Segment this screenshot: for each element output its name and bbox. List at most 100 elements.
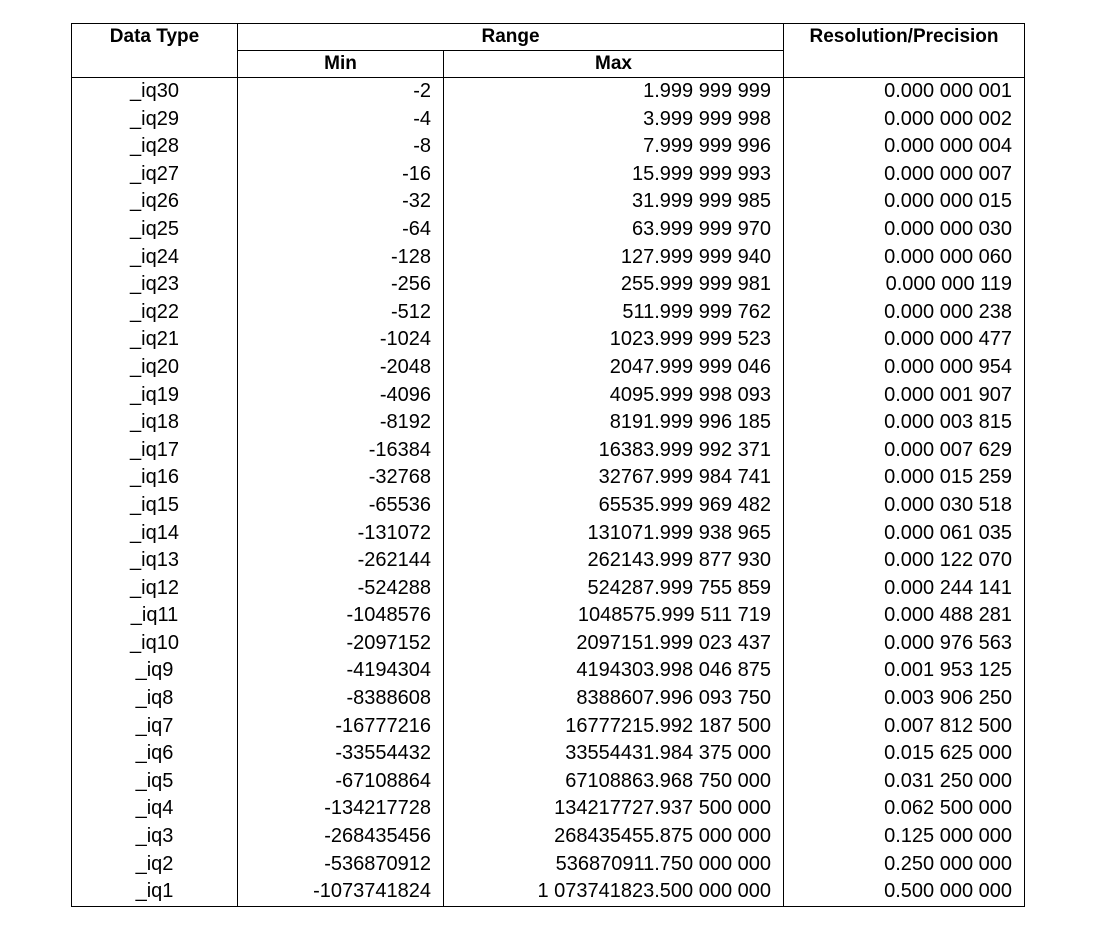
min-cell: -134217728 bbox=[237, 795, 444, 824]
data-type-header: Data Type bbox=[71, 23, 238, 78]
min-cell: -8 bbox=[237, 133, 444, 161]
min-cell: -524288 bbox=[237, 574, 444, 603]
table-row: _iq20 -2048 2047.999 999 046 0.000 000 954 bbox=[71, 353, 1026, 382]
resolution-cell: 0.000 000 954 bbox=[783, 353, 1026, 382]
max-cell: 65535.999 969 482 bbox=[442, 491, 785, 520]
table-row: _iq16 -32768 32767.999 984 741 0.000 015 25… bbox=[71, 464, 1026, 492]
data-type-cell: _iq17 bbox=[71, 436, 238, 465]
min-cell: -4 bbox=[237, 105, 444, 134]
data-type-cell: _iq3 bbox=[71, 823, 238, 851]
table-row: _iq23 -256 255.999 999 981 0.000 000 119 bbox=[71, 271, 1026, 299]
iq-data-type-table: Data Type Range Resolution/Precision Min… bbox=[71, 23, 1026, 907]
data-type-cell: _iq5 bbox=[71, 767, 238, 796]
min-cell: -2048 bbox=[237, 353, 444, 382]
data-type-cell: _iq6 bbox=[71, 740, 238, 768]
table-row: _iq28 -8 7.999 999 996 0.000 000 004 bbox=[71, 133, 1026, 161]
data-type-cell: _iq15 bbox=[71, 491, 238, 520]
min-cell: -64 bbox=[237, 215, 444, 244]
max-cell: 32767.999 984 741 bbox=[442, 464, 785, 492]
resolution-cell: 0.000 000 007 bbox=[783, 160, 1026, 189]
max-cell: 1 073741823.500 000 000 bbox=[442, 878, 785, 907]
max-cell: 63.999 999 970 bbox=[442, 215, 785, 244]
data-type-cell: _iq26 bbox=[71, 188, 238, 216]
table-row: _iq9 -4194304 4194303.998 046 875 0.001 953… bbox=[71, 657, 1026, 686]
resolution-cell: 0.250 000 000 bbox=[783, 850, 1026, 879]
resolution-cell: 0.000 000 015 bbox=[783, 188, 1026, 216]
min-cell: -2 bbox=[237, 77, 444, 106]
max-cell: 33554431.984 375 000 bbox=[442, 740, 785, 768]
min-cell: -536870912 bbox=[237, 850, 444, 879]
min-cell: -33554432 bbox=[237, 740, 444, 768]
min-cell: -256 bbox=[237, 271, 444, 299]
max-cell: 131071.999 938 965 bbox=[442, 519, 785, 548]
data-type-cell: _iq4 bbox=[71, 795, 238, 824]
data-type-cell: _iq29 bbox=[71, 105, 238, 134]
max-cell: 15.999 999 993 bbox=[442, 160, 785, 189]
max-cell: 2097151.999 023 437 bbox=[442, 629, 785, 658]
resolution-cell: 0.000 000 477 bbox=[783, 326, 1026, 354]
min-cell: -1073741824 bbox=[237, 878, 444, 907]
table-row: _iq27 -16 15.999 999 993 0.000 000 007 bbox=[71, 160, 1026, 189]
resolution-cell: 0.000 030 518 bbox=[783, 491, 1026, 520]
table-row: _iq25 -64 63.999 999 970 0.000 000 030 bbox=[71, 215, 1026, 244]
resolution-cell: 0.000 000 238 bbox=[783, 298, 1026, 327]
resolution-cell: 0.007 812 500 bbox=[783, 712, 1026, 741]
subheader-row: Min Max bbox=[72, 50, 1025, 78]
resolution-cell: 0.000 000 002 bbox=[783, 105, 1026, 134]
max-cell: 67108863.968 750 000 bbox=[442, 767, 785, 796]
data-type-cell: _iq12 bbox=[71, 574, 238, 603]
table-row: _iq26 -32 31.999 999 985 0.000 000 015 bbox=[71, 188, 1026, 216]
min-cell: -16777216 bbox=[237, 712, 444, 741]
resolution-cell: 0.000 000 004 bbox=[783, 133, 1026, 161]
resolution-cell: 0.031 250 000 bbox=[783, 767, 1026, 796]
min-cell: -1048576 bbox=[237, 602, 444, 630]
table-row: _iq21 -1024 1023.999 999 523 0.000 000 477 bbox=[71, 326, 1026, 354]
data-type-cell: _iq10 bbox=[71, 629, 238, 658]
max-cell: 127.999 999 940 bbox=[442, 243, 785, 272]
min-cell: -128 bbox=[237, 243, 444, 272]
min-cell: -65536 bbox=[237, 491, 444, 520]
max-header: Max bbox=[442, 50, 785, 78]
max-cell: 262143.999 877 930 bbox=[442, 547, 785, 575]
table-row: _iq2 -536870912 536870911.750 000 000 0.250… bbox=[71, 850, 1026, 879]
data-type-cell: _iq9 bbox=[71, 657, 238, 686]
resolution-cell: 0.003 906 250 bbox=[783, 685, 1026, 713]
table-row: _iq29 -4 3.999 999 998 0.000 000 002 bbox=[71, 105, 1026, 134]
range-header: Range bbox=[236, 23, 785, 51]
min-cell: -2097152 bbox=[237, 629, 444, 658]
max-cell: 1023.999 999 523 bbox=[442, 326, 785, 354]
min-cell: -262144 bbox=[237, 547, 444, 575]
data-type-cell: _iq28 bbox=[71, 133, 238, 161]
header-row: Data Type Range Resolution/Precision bbox=[71, 23, 1026, 78]
resolution-cell: 0.000 000 030 bbox=[783, 215, 1026, 244]
min-cell: -8388608 bbox=[237, 685, 444, 713]
data-type-cell: _iq20 bbox=[71, 353, 238, 382]
data-type-cell: _iq1 bbox=[71, 878, 238, 907]
max-cell: 16383.999 992 371 bbox=[442, 436, 785, 465]
data-type-cell: _iq27 bbox=[71, 160, 238, 189]
table-row: _iq8 -8388608 8388607.996 093 750 0.003 906… bbox=[71, 685, 1026, 713]
resolution-cell: 0.000 000 119 bbox=[783, 271, 1026, 299]
max-cell: 16777215.992 187 500 bbox=[442, 712, 785, 741]
min-cell: -8192 bbox=[237, 409, 444, 437]
data-type-cell: _iq25 bbox=[71, 215, 238, 244]
table-row: _iq15 -65536 65535.999 969 482 0.000 030 51… bbox=[71, 491, 1026, 520]
min-cell: -16 bbox=[237, 160, 444, 189]
data-type-cell: _iq21 bbox=[71, 326, 238, 354]
resolution-cell: 0.000 000 001 bbox=[783, 77, 1026, 106]
resolution-cell: 0.000 001 907 bbox=[783, 381, 1026, 410]
min-cell: -32 bbox=[237, 188, 444, 216]
data-type-cell: _iq23 bbox=[71, 271, 238, 299]
table-row: _iq12 -524288 524287.999 755 859 0.000 244 … bbox=[71, 574, 1026, 603]
resolution-cell: 0.000 000 060 bbox=[783, 243, 1026, 272]
resolution-cell: 0.000 015 259 bbox=[783, 464, 1026, 492]
table-row: _iq11 -1048576 1048575.999 511 719 0.000 48… bbox=[71, 602, 1026, 630]
table-row: _iq3 -268435456 268435455.875 000 000 0.125… bbox=[71, 823, 1026, 851]
max-cell: 3.999 999 998 bbox=[442, 105, 785, 134]
resolution-cell: 0.125 000 000 bbox=[783, 823, 1026, 851]
max-cell: 1.999 999 999 bbox=[442, 77, 785, 106]
data-type-cell: _iq11 bbox=[71, 602, 238, 630]
table-row: _iq4 -134217728 134217727.937 500 000 0.062… bbox=[71, 795, 1026, 824]
data-type-cell: _iq24 bbox=[71, 243, 238, 272]
table-row: _iq22 -512 511.999 999 762 0.000 000 238 bbox=[71, 298, 1026, 327]
